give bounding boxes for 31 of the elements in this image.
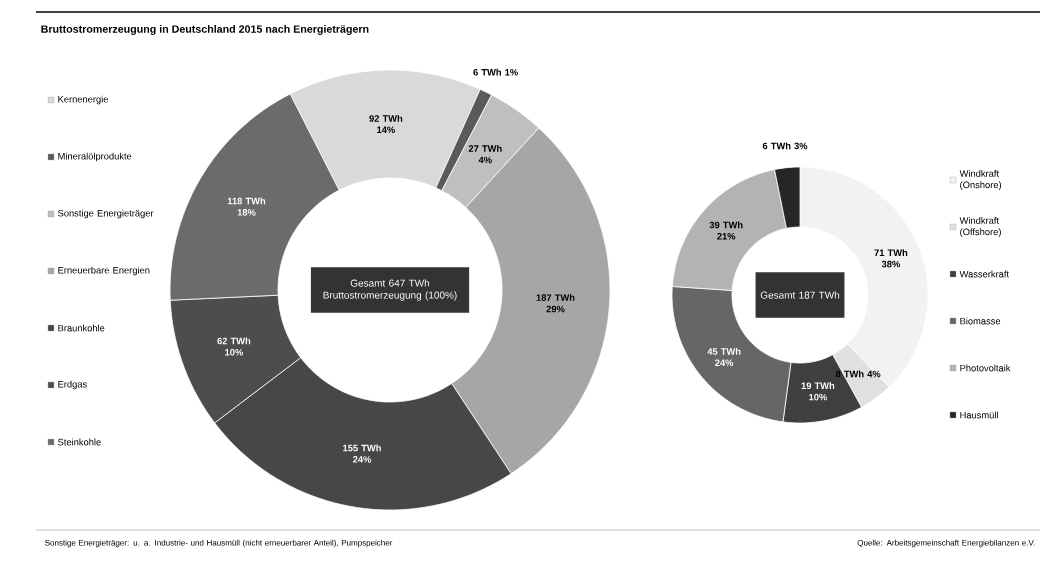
text: Sonstige Energieträger: u. a. Industrie- und Hausmüll (nicht erneuerbarer Anteil), Pumpspeicher: [45, 539, 393, 548]
data-label: 19 TWh 10%: [801, 382, 835, 401]
legend-label: Mineralölprodukte: [58, 152, 132, 162]
data-label: 92 TWh 14%: [369, 114, 403, 134]
data-label: 45 TWh 24%: [707, 347, 741, 367]
data-label: 8 TWh 4%: [835, 370, 881, 378]
legend-label: Kernenergie: [58, 95, 109, 105]
legend-label: Erdgas: [58, 380, 87, 390]
data-label: 62 TWh 10%: [217, 337, 251, 356]
legend-label: Windkraft (Offshore): [959, 217, 1001, 238]
data-label: 155 TWh 24%: [343, 444, 381, 463]
legend-label: Hausmüll: [960, 411, 998, 419]
legend-label: Steinkohle: [58, 438, 101, 446]
data-label: 6 TWh 3%: [762, 142, 808, 150]
data-label: 6 TWh 1%: [473, 68, 518, 76]
legend-label: Biomasse: [960, 317, 1001, 325]
data-label: 187 TWh 29%: [536, 294, 575, 313]
text: Gesamt 647 TWh Bruttostromerzeugung (100%): [323, 279, 457, 301]
legend-label: Wasserkraft: [959, 270, 1009, 278]
legend-label: Erneuerbare Energien: [58, 266, 150, 276]
legend-label: Braunkohle: [58, 324, 105, 332]
data-label: 118 TWh 18%: [227, 197, 266, 216]
chart-title: Bruttostromerzeugung in Deutschland 2015 nach Energieträgern: [41, 25, 369, 35]
data-label: 71 TWh 38%: [874, 249, 908, 268]
data-label: 27 TWh 4%: [468, 145, 502, 164]
text: Gesamt 187 TWh: [760, 291, 840, 299]
source-note: Quelle: Arbeitsgemeinschaft Energiebilanzen e.V.: [857, 539, 1035, 548]
legend-label: Photovoltaik: [960, 364, 1011, 372]
data-label: 39 TWh 21%: [709, 221, 743, 240]
slice-label: Windkraft (Onshore): [959, 170, 1002, 191]
legend-label: Sonstige Energieträger: [58, 209, 154, 219]
